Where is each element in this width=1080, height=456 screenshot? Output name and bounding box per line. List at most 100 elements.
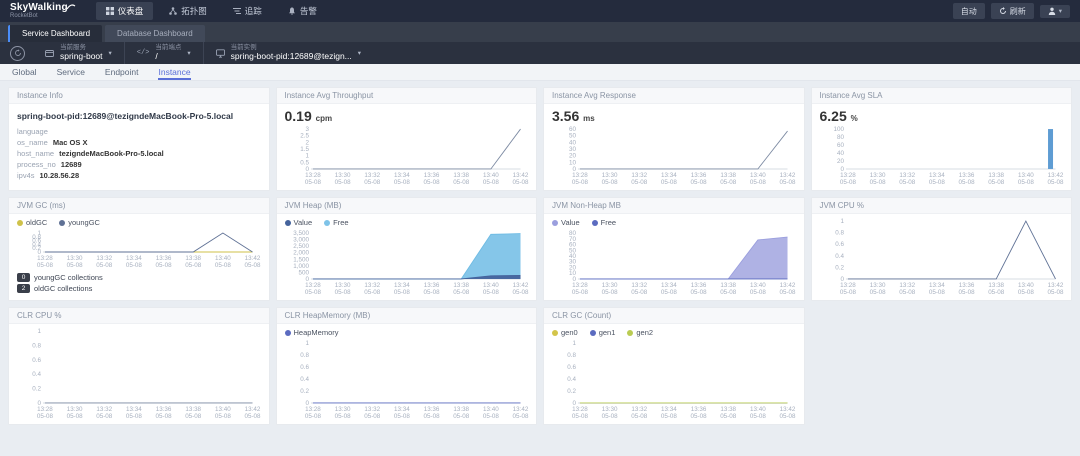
svg-text:0: 0 [37, 400, 41, 407]
svg-text:0.4: 0.4 [835, 253, 844, 260]
logo-swoosh-icon [66, 4, 76, 10]
svg-text:0.8: 0.8 [567, 352, 576, 359]
info-row-language: language [17, 127, 48, 136]
svg-text:05-08: 05-08 [96, 413, 113, 420]
svg-text:05-08: 05-08 [691, 179, 708, 186]
legend-label: gen0 [561, 328, 578, 337]
service-selector-label: 当前服务 [60, 44, 86, 52]
svg-text:05-08: 05-08 [304, 289, 321, 296]
legend-item-Free[interactable]: Free [324, 218, 349, 227]
svg-text:50: 50 [569, 247, 576, 254]
nav-item-alarm[interactable]: 告警 [278, 2, 327, 20]
svg-text:1: 1 [840, 218, 844, 225]
refresh-button[interactable]: 刷新 [990, 3, 1034, 19]
legend-label: Value [293, 218, 313, 227]
svg-text:05-08: 05-08 [869, 289, 886, 296]
younggc-note: 0 youngGC collections [17, 273, 261, 282]
svg-text:13:28: 13:28 [840, 282, 856, 289]
metric-value: 6.25 % [819, 108, 858, 124]
svg-text:13:28: 13:28 [37, 255, 53, 262]
svg-text:05-08: 05-08 [602, 179, 619, 186]
count-badge: 0 [17, 273, 30, 282]
svg-text:0: 0 [572, 400, 576, 407]
svg-text:13:28: 13:28 [305, 172, 321, 179]
legend-dot-icon [627, 329, 634, 336]
svg-text:13:28: 13:28 [305, 282, 321, 289]
legend-label: Value [561, 218, 580, 227]
svg-text:13:32: 13:32 [631, 282, 647, 289]
svg-text:13:36: 13:36 [156, 255, 172, 262]
tab-service-dashboard[interactable]: Service Dashboard [8, 25, 103, 42]
user-menu-button[interactable]: ▾ [1039, 4, 1070, 18]
legend-item-gen0[interactable]: gen0 [552, 328, 578, 337]
svg-text:0: 0 [305, 276, 309, 283]
legend-item-Free[interactable]: Free [591, 218, 617, 227]
tab-global[interactable]: Global [12, 67, 37, 77]
legend-item-Value[interactable]: Value [552, 218, 580, 227]
legend-item-HeapMemory[interactable]: HeapMemory [284, 328, 339, 337]
svg-text:13:42: 13:42 [1047, 282, 1063, 289]
service-selector-text: 当前服务 spring-boot [60, 44, 103, 61]
svg-text:40: 40 [836, 150, 843, 157]
service-selector[interactable]: 当前服务 spring-boot ▾ [33, 42, 124, 64]
tab-endpoint[interactable]: Endpoint [104, 67, 139, 77]
legend-item-Value[interactable]: Value [284, 218, 313, 227]
svg-text:2.5: 2.5 [300, 133, 309, 140]
svg-text:05-08: 05-08 [393, 179, 410, 186]
svg-text:0.6: 0.6 [32, 238, 41, 245]
svg-text:13:34: 13:34 [661, 282, 677, 289]
svg-text:13:34: 13:34 [394, 282, 410, 289]
legend-label: Free [333, 218, 349, 227]
dashboard-icon [105, 7, 114, 15]
svg-text:05-08: 05-08 [304, 179, 321, 186]
svg-text:0: 0 [840, 276, 844, 283]
svg-text:13:36: 13:36 [958, 172, 974, 179]
tab-label: Database Dashboard [117, 29, 193, 38]
legend-item-gen1[interactable]: gen1 [589, 328, 615, 337]
jvm-gc-chart: 00.20.40.60.8113:2805-0813:3005-0813:320… [32, 230, 261, 269]
main-nav: 仪表盘 拓扑图 追踪 告警 [95, 2, 327, 20]
svg-text:13:32: 13:32 [364, 282, 380, 289]
legend-item-youngGC[interactable]: youngGC [59, 218, 100, 227]
auto-refresh-button[interactable]: 自动 [952, 3, 985, 19]
clr-cpu-chart: 00.20.40.60.8113:2805-0813:3005-0813:320… [32, 328, 261, 420]
nav-item-topology[interactable]: 拓扑图 [159, 2, 217, 20]
svg-text:0.6: 0.6 [32, 357, 41, 364]
svg-text:13:42: 13:42 [245, 255, 261, 262]
svg-text:05-08: 05-08 [512, 179, 529, 186]
chevron-down-icon: ▾ [187, 50, 191, 57]
svg-text:13:38: 13:38 [185, 406, 201, 413]
endpoint-selector[interactable]: </> 当前端点 / ▾ [123, 42, 203, 64]
nav-label: 追踪 [244, 6, 262, 16]
svg-text:13:32: 13:32 [899, 172, 915, 179]
legend-label: Free [600, 218, 617, 227]
svg-text:05-08: 05-08 [691, 289, 708, 296]
time-reload-icon[interactable] [10, 45, 25, 61]
tab-database-dashboard[interactable]: Database Dashboard [105, 25, 205, 42]
svg-text:05-08: 05-08 [96, 262, 113, 269]
tab-instance[interactable]: Instance [158, 67, 191, 80]
legend-dot-icon [591, 219, 598, 226]
instance-selector[interactable]: 当前实例 spring-boot-pid:12689@tezign... ▾ [202, 42, 373, 64]
legend-item-gen2[interactable]: gen2 [627, 328, 653, 337]
svg-text:0: 0 [305, 400, 309, 407]
svg-text:13:40: 13:40 [215, 255, 231, 262]
svg-text:0.6: 0.6 [300, 364, 309, 371]
legend-item-oldGC[interactable]: oldGC [17, 218, 47, 227]
svg-text:2: 2 [305, 139, 309, 146]
svg-text:05-08: 05-08 [958, 179, 975, 186]
panel-instance-avg-throughput: Instance Avg Throughput 0.19 cpm 0 0.5 1 1.… [275, 87, 537, 191]
nav-item-dashboard[interactable]: 仪表盘 [95, 2, 154, 20]
svg-text:0.2: 0.2 [567, 388, 576, 395]
svg-text:13:38: 13:38 [988, 172, 1004, 179]
svg-text:0.2: 0.2 [300, 388, 309, 395]
svg-text:05-08: 05-08 [988, 179, 1005, 186]
svg-text:0.8: 0.8 [835, 230, 844, 237]
svg-text:05-08: 05-08 [1047, 179, 1064, 186]
svg-text:13:30: 13:30 [67, 255, 83, 262]
svg-text:13:42: 13:42 [1047, 172, 1063, 179]
svg-text:13:40: 13:40 [215, 406, 231, 413]
nav-item-trace[interactable]: 追踪 [223, 2, 272, 20]
svg-text:13:38: 13:38 [453, 172, 469, 179]
tab-service[interactable]: Service [56, 67, 85, 77]
